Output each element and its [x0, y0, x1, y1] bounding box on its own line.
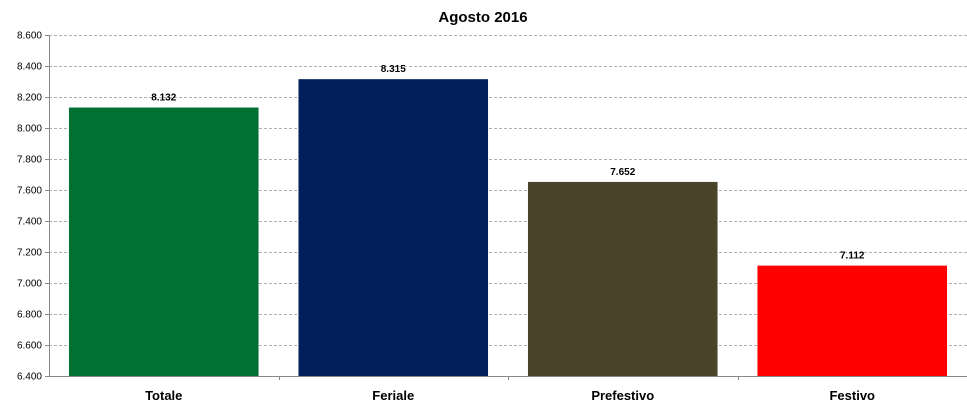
axes [45, 35, 967, 380]
data-label-feriale: 8.315 [381, 64, 406, 75]
y-tick-label: 7.400 [17, 217, 42, 228]
y-tick-label: 8.600 [17, 31, 42, 42]
data-label-prefestivo: 7.652 [610, 167, 635, 178]
y-tick-label: 7.000 [17, 279, 42, 290]
y-axis-ticks: 6.400 6.600 6.800 7.000 7.200 7.400 7.600 7.800… [17, 31, 42, 383]
chart-title: Agosto 2016 [438, 9, 527, 26]
y-tick-label: 6.800 [17, 310, 42, 321]
y-tick-label: 6.600 [17, 341, 42, 352]
x-tick-label-totale: Totale [145, 388, 182, 403]
data-label-totale: 8.132 [151, 93, 176, 104]
y-tick-label: 7.600 [17, 186, 42, 197]
x-axis-ticks: Totale Feriale Prefestivo Festivo [145, 388, 875, 403]
x-tick-label-prefestivo: Prefestivo [591, 388, 654, 403]
x-tick-label-festivo: Festivo [829, 388, 875, 403]
bar-totale [68, 107, 259, 376]
data-labels: 8.132 8.315 7.652 7.112 [151, 64, 865, 261]
y-tick-label: 6.400 [17, 372, 42, 383]
bar-prefestivo [527, 181, 718, 376]
y-tick-label: 7.800 [17, 155, 42, 166]
bar-festivo [757, 265, 948, 376]
y-tick-label: 8.200 [17, 93, 42, 104]
bars [68, 79, 948, 377]
y-tick-label: 8.400 [17, 62, 42, 73]
x-tick-label-feriale: Feriale [372, 388, 414, 403]
y-tick-label: 8.000 [17, 124, 42, 135]
y-tick-label: 7.200 [17, 248, 42, 259]
bar-feriale [298, 79, 489, 377]
data-label-festivo: 7.112 [840, 251, 865, 262]
